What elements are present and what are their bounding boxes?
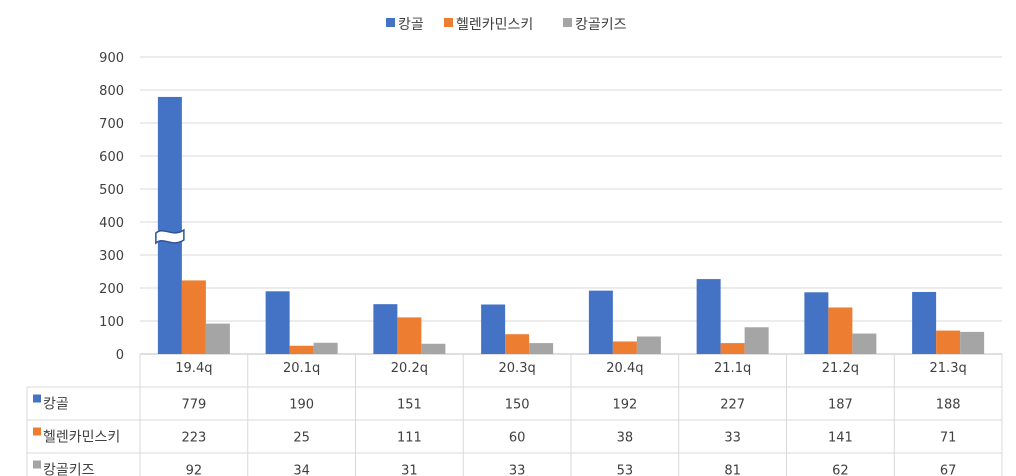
bar-kangol-kids-20.3q: [529, 343, 554, 354]
legend-swatch-3: [563, 18, 572, 27]
bar-kangol-kids-20.2q: [421, 343, 446, 354]
bar-kangol-kids-21.2q: [852, 333, 877, 354]
legend-swatch-2: [444, 18, 453, 27]
table-cell-2-21.2q: 141: [828, 431, 853, 446]
table-row-key-3: [33, 460, 41, 469]
bar-kangol-kids-20.4q: [636, 336, 661, 354]
table-cell-2-20.1q: 25: [293, 431, 310, 446]
x-tick-label-21.3q: 21.3q: [930, 361, 967, 376]
x-tick-label-21.1q: 21.1q: [714, 361, 751, 376]
bar-kangol-21.3q: [912, 291, 937, 354]
data-table: 19.4q 20.1q 20.2q 20.3q 20.4q 21.1q 21.2q 21.3q…: [26, 354, 1003, 476]
y-tick-label-500: 500: [99, 183, 124, 198]
bar-kangol-kids-21.1q: [744, 327, 769, 354]
bar-kangol-21.2q: [804, 292, 829, 354]
y-axis: 0 100 200 300 400 500 600 700 800 900: [99, 51, 124, 363]
bar-kangol-19.4q: [157, 96, 182, 355]
bar-kangol-20.1q: [265, 291, 290, 354]
table-row-key-2: [33, 427, 41, 436]
bar-kangol-kids-20.1q: [313, 342, 338, 354]
x-tick-label-20.4q: 20.4q: [606, 361, 643, 376]
x-tick-label-21.2q: 21.2q: [822, 361, 859, 376]
x-tick-label-20.3q: 20.3q: [499, 361, 536, 376]
legend-swatch-1: [386, 18, 395, 27]
bar-kangol-kids-21.3q: [960, 331, 985, 354]
table-cell-1-20.4q: 192: [612, 398, 637, 413]
table-row-label-3: 캉골키즈: [43, 463, 95, 476]
bar-kangol-20.3q: [481, 304, 506, 354]
table-cell-1-21.3q: 188: [936, 398, 961, 413]
bar-helen-kaminski-20.3q: [505, 334, 530, 354]
bar-kangol-kids-19.4q: [205, 323, 230, 354]
table-cell-1-21.2q: 187: [828, 398, 853, 413]
table-cell-3-19.4q: 92: [186, 464, 203, 476]
table-cell-3-21.3q: 67: [940, 464, 957, 476]
table-cell-2-20.2q: 111: [397, 431, 422, 446]
plot-area: [155, 96, 985, 355]
x-tick-label-20.2q: 20.2q: [391, 361, 428, 376]
table-cell-2-19.4q: 223: [181, 431, 206, 446]
table-cell-3-21.1q: 81: [724, 464, 741, 476]
y-tick-label-600: 600: [99, 150, 124, 165]
bar-helen-kaminski-20.4q: [612, 341, 637, 354]
bar-helen-kaminski-21.1q: [720, 343, 745, 354]
y-tick-label-700: 700: [99, 117, 124, 132]
legend-label-1: 캉골: [398, 17, 424, 33]
table-cell-3-20.2q: 31: [401, 464, 418, 476]
y-tick-label-400: 400: [99, 216, 124, 231]
axis-break-icon: [155, 228, 185, 245]
table-cell-2-21.3q: 71: [940, 431, 957, 446]
table-cell-3-20.1q: 34: [293, 464, 310, 476]
table-row-label-2: 헬렌카민스키: [43, 430, 120, 446]
bar-helen-kaminski-20.2q: [397, 317, 422, 354]
y-tick-label-900: 900: [99, 51, 124, 66]
y-tick-label-100: 100: [99, 315, 124, 330]
y-tick-label-200: 200: [99, 282, 124, 297]
table-cell-1-20.1q: 190: [289, 398, 314, 413]
table-row-key-1: [33, 394, 41, 403]
bar-kangol-20.2q: [373, 304, 398, 354]
x-tick-label-19.4q: 19.4q: [175, 361, 212, 376]
bar-helen-kaminski-19.4q: [181, 280, 206, 354]
table-cell-2-21.1q: 33: [724, 431, 741, 446]
table-cell-1-21.1q: 227: [720, 398, 745, 413]
bar-helen-kaminski-20.1q: [289, 345, 314, 354]
bar-helen-kaminski-21.3q: [936, 330, 961, 354]
table-cell-2-20.4q: 38: [617, 431, 634, 446]
table-cell-3-20.3q: 33: [509, 464, 526, 476]
legend: 캉골 헬렌카민스키 캉골키즈: [386, 17, 627, 33]
y-tick-label-300: 300: [99, 249, 124, 264]
y-tick-label-800: 800: [99, 84, 124, 99]
table-cell-1-20.2q: 151: [397, 398, 422, 413]
legend-label-3: 캉골키즈: [575, 17, 627, 33]
table-cell-3-20.4q: 53: [617, 464, 634, 476]
x-tick-label-20.1q: 20.1q: [283, 361, 320, 376]
table-cell-1-19.4q: 779: [181, 398, 206, 413]
bar-kangol-20.4q: [588, 290, 613, 354]
table-row-label-1: 캉골: [43, 397, 69, 413]
table-cell-3-21.2q: 62: [832, 464, 849, 476]
table-cell-1-20.3q: 150: [505, 398, 530, 413]
bar-helen-kaminski-21.2q: [828, 307, 853, 354]
table-cell-2-20.3q: 60: [509, 431, 526, 446]
y-tick-label-0: 0: [116, 348, 124, 363]
bar-kangol-21.1q: [696, 279, 721, 354]
legend-label-2: 헬렌카민스키: [456, 17, 533, 33]
